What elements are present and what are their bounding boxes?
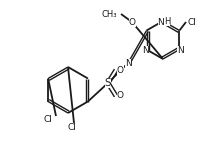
Text: N: N xyxy=(177,46,184,55)
Text: H: H xyxy=(164,16,170,25)
Text: Cl: Cl xyxy=(187,17,196,26)
Text: O: O xyxy=(116,91,123,100)
Text: CH₃: CH₃ xyxy=(102,9,117,18)
Text: O: O xyxy=(129,17,135,26)
Text: O: O xyxy=(116,66,123,74)
Text: N: N xyxy=(158,17,164,26)
Text: Cl: Cl xyxy=(44,115,52,124)
Text: Cl: Cl xyxy=(68,123,76,132)
Text: N: N xyxy=(125,58,131,67)
Text: S: S xyxy=(105,78,111,88)
Text: N: N xyxy=(142,46,149,55)
